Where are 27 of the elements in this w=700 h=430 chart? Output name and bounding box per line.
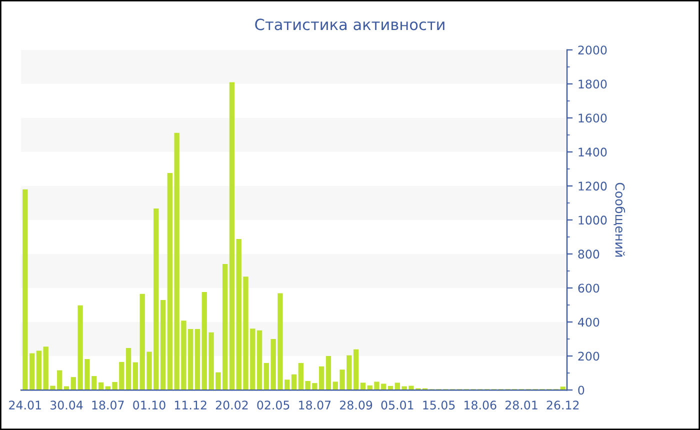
y2-tick-label: 1800	[578, 80, 607, 89]
y2-tick-label: 2000	[578, 46, 607, 55]
x-tick-label: 18.06	[464, 400, 496, 410]
x-tick-label: 30.04	[50, 400, 83, 410]
y2-tick-label: 1600	[578, 114, 607, 123]
y2-tick-label: 800	[578, 250, 600, 259]
y2-tick-label: 200	[578, 352, 600, 361]
x-tick-label: 28.01	[505, 400, 538, 410]
y2-tick-label: 400	[578, 318, 600, 327]
x-tick-label: 11.12	[174, 400, 206, 410]
x-tick-label: 28.09	[340, 400, 372, 410]
x-tick-label: 20.02	[216, 400, 248, 410]
y2-tick-label: 1200	[578, 182, 607, 191]
x-tick-label: 05.01	[381, 400, 414, 410]
x-tick-label: 01.10	[133, 400, 166, 410]
x-tick-label: 24.01	[9, 400, 41, 410]
y2-tick-label: 1000	[578, 216, 607, 225]
x-tick-label: 26.12	[546, 400, 579, 410]
chart-title: Статистика активности	[255, 18, 444, 30]
x-tick-label: 15.05	[423, 400, 455, 410]
y2-tick-label: 600	[578, 284, 600, 293]
y2-axis-title: Сообщений	[614, 182, 626, 257]
x-tick-label: 02.05	[257, 400, 290, 410]
x-tick-label: 18.07	[299, 400, 331, 410]
x-tick-label: 18.07	[92, 400, 124, 410]
y2-tick-label: 1400	[578, 148, 607, 157]
y2-tick-label: 0	[578, 386, 584, 395]
